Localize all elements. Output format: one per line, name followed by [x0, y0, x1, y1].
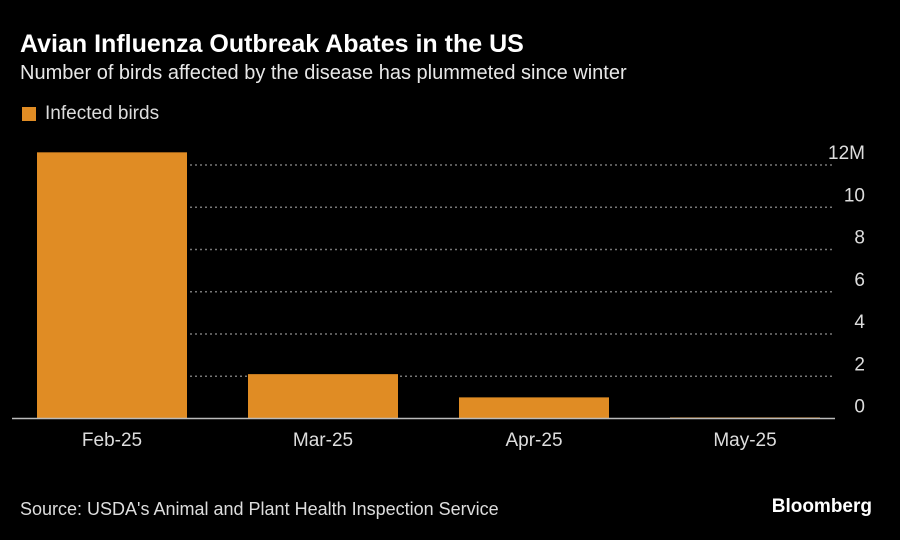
y-tick-label: 10	[844, 185, 865, 206]
x-tick-label: Mar-25	[293, 430, 353, 451]
y-tick-label: 6	[854, 270, 865, 291]
y-tick-label: 8	[854, 228, 865, 249]
bar	[459, 397, 609, 419]
chart-title: Avian Influenza Outbreak Abates in the U…	[20, 30, 524, 58]
y-tick-label: 12M	[828, 143, 865, 164]
y-tick-label: 2	[854, 354, 865, 375]
chart-subtitle: Number of birds affected by the disease …	[20, 62, 627, 84]
bar	[37, 152, 187, 419]
y-tick-label: 4	[854, 312, 865, 333]
source-note: Source: USDA's Animal and Plant Health I…	[20, 499, 499, 519]
x-tick-label: Apr-25	[505, 430, 562, 451]
bloomberg-logo: Bloomberg	[771, 496, 872, 517]
legend-swatch	[22, 107, 36, 121]
x-tick-label: May-25	[713, 430, 776, 451]
x-tick-label: Feb-25	[82, 430, 142, 451]
y-tick-label: 0	[854, 397, 865, 418]
legend-label: Infected birds	[45, 103, 160, 124]
bar	[248, 374, 398, 419]
legend: Infected birds	[22, 103, 159, 125]
